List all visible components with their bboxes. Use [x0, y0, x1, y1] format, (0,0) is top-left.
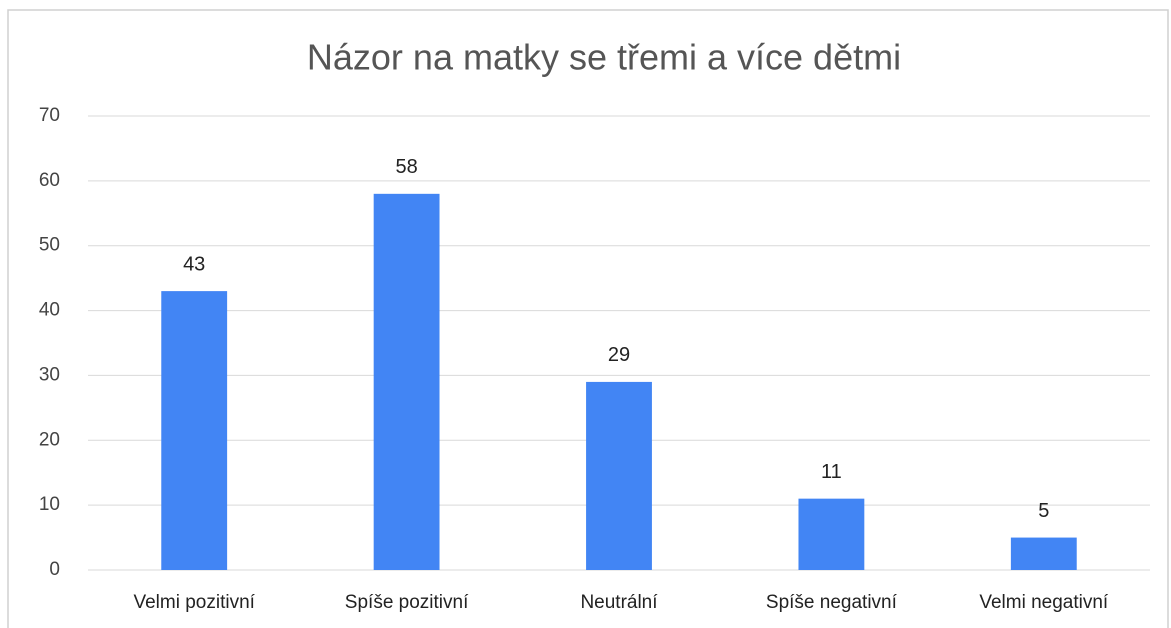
data-label: 43 [183, 253, 205, 275]
y-tick-label: 30 [39, 364, 60, 385]
data-label: 29 [608, 344, 630, 366]
bar [373, 193, 440, 571]
data-label: 11 [821, 461, 842, 483]
chart-title: Názor na matky se třemi a více dětmi [307, 37, 901, 78]
y-tick-label: 10 [39, 494, 60, 515]
y-tick-label: 50 [39, 235, 60, 256]
x-tick-label: Velmi negativní [979, 592, 1109, 613]
y-tick-label: 60 [39, 170, 60, 191]
x-tick-label: Spíše negativní [766, 592, 898, 613]
x-tick-label: Velmi pozitivní [133, 592, 255, 613]
bar [798, 498, 865, 570]
y-tick-label: 70 [39, 105, 60, 126]
data-label: 5 [1038, 500, 1049, 522]
y-tick-label: 0 [49, 559, 60, 580]
x-tick-label: Neutrální [580, 592, 658, 613]
data-label: 58 [395, 156, 417, 178]
bar [586, 381, 652, 570]
bar [1010, 537, 1077, 570]
bar [161, 291, 228, 570]
y-tick-label: 40 [39, 300, 60, 321]
y-tick-label: 20 [39, 429, 60, 450]
x-tick-label: Spíše pozitivní [345, 592, 469, 613]
